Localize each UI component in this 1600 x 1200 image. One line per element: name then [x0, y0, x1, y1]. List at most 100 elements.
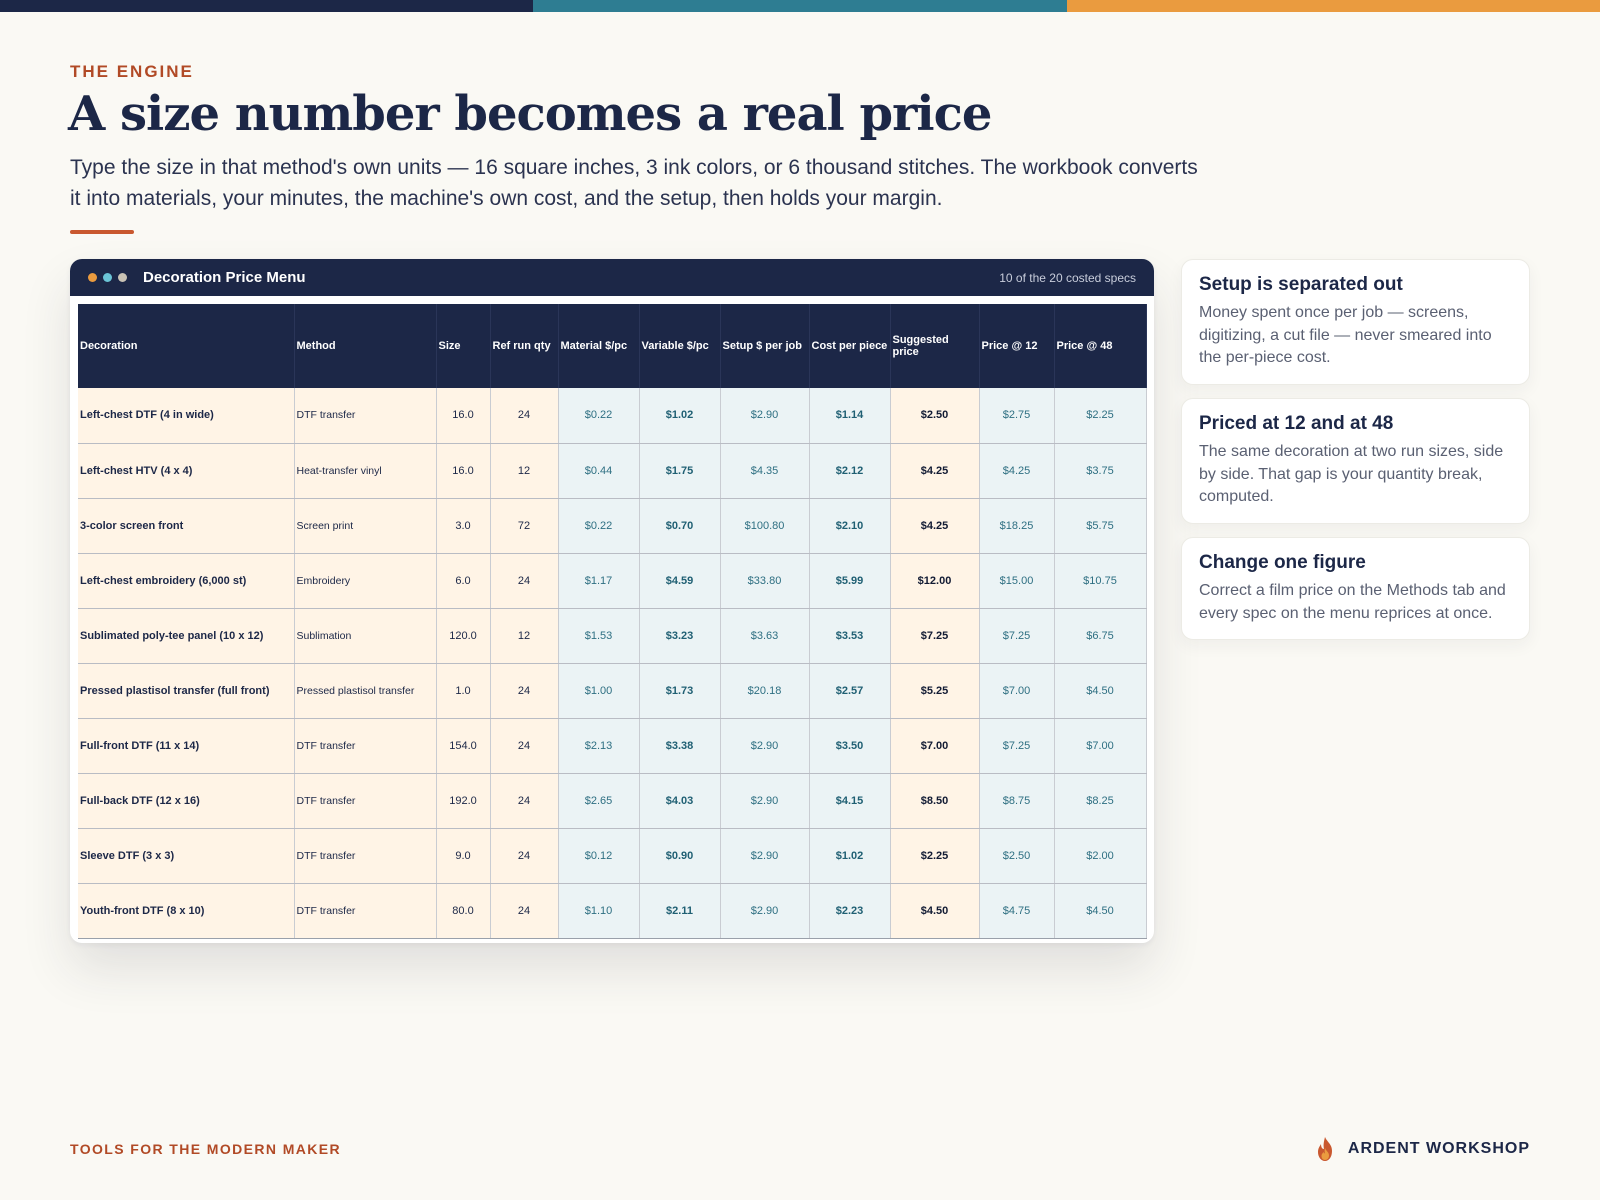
cell-setup-per-job: $4.35: [720, 443, 810, 499]
cell-ref-run-qty: 24: [490, 388, 559, 444]
table-row: Full-front DTF (11 x 14) DTF transfer 154.…: [78, 718, 1147, 774]
col-header-ref-run-qty: Ref run qty: [490, 304, 559, 388]
cell-ref-run-qty: 24: [490, 883, 559, 939]
cell-method: Pressed plastisol transfer: [294, 663, 437, 719]
cell-size: 16.0: [436, 388, 491, 444]
table-row: Youth-front DTF (8 x 10) DTF transfer 80.0…: [78, 883, 1147, 939]
cell-price-at-12: $7.00: [979, 663, 1055, 719]
eyebrow: THE ENGINE: [70, 62, 194, 81]
cell-decoration: Left-chest DTF (4 in wide): [78, 388, 295, 444]
cell-variable-per-pc: $1.73: [639, 663, 721, 719]
cell-suggested-price: $7.00: [890, 718, 980, 774]
cell-setup-per-job: $2.90: [720, 828, 810, 884]
cell-price-at-48: $2.25: [1054, 388, 1147, 444]
cell-suggested-price: $7.25: [890, 608, 980, 664]
cell-price-at-48: $8.25: [1054, 773, 1147, 829]
cell-decoration: Full-back DTF (12 x 16): [78, 773, 295, 829]
cell-size: 3.0: [436, 498, 491, 554]
footer-brand: ARDENT WORKSHOP: [1314, 1136, 1530, 1162]
cell-method: Sublimation: [294, 608, 437, 664]
cell-method: DTF transfer: [294, 718, 437, 774]
window-dot-gray: [118, 273, 127, 282]
table-row: Left-chest embroidery (6,000 st) Embroide…: [78, 553, 1147, 609]
cell-suggested-price: $8.50: [890, 773, 980, 829]
page-title: A size number becomes a real price: [68, 86, 992, 142]
cell-cost-per-piece: $1.02: [809, 828, 891, 884]
cell-cost-per-piece: $4.15: [809, 773, 891, 829]
cell-ref-run-qty: 12: [490, 443, 559, 499]
cell-price-at-12: $7.25: [979, 718, 1055, 774]
col-header-price-at-48: Price @ 48: [1054, 304, 1147, 388]
cell-decoration: Full-front DTF (11 x 14): [78, 718, 295, 774]
col-header-price-at-12: Price @ 12: [979, 304, 1055, 388]
cell-setup-per-job: $2.90: [720, 718, 810, 774]
cell-decoration: Youth-front DTF (8 x 10): [78, 883, 295, 939]
cell-variable-per-pc: $0.70: [639, 498, 721, 554]
table-row: Pressed plastisol transfer (full front) P…: [78, 663, 1147, 719]
cell-decoration: Sublimated poly-tee panel (10 x 12): [78, 608, 295, 664]
cell-decoration: 3-color screen front: [78, 498, 295, 554]
info-card-change: Change one figure Correct a film price o…: [1181, 537, 1530, 640]
cell-ref-run-qty: 72: [490, 498, 559, 554]
cell-size: 192.0: [436, 773, 491, 829]
cell-price-at-12: $8.75: [979, 773, 1055, 829]
card-title: Priced at 12 and at 48: [1199, 413, 1394, 434]
page-subtitle: Type the size in that method's own units…: [70, 156, 1198, 210]
cell-material-per-pc: $0.12: [558, 828, 640, 884]
cell-material-per-pc: $2.13: [558, 718, 640, 774]
cell-price-at-48: $3.75: [1054, 443, 1147, 499]
cell-variable-per-pc: $3.38: [639, 718, 721, 774]
window-titlebar: Decoration Price Menu 10 of the 20 coste…: [70, 259, 1154, 296]
cell-suggested-price: $4.25: [890, 498, 980, 554]
col-header-variable-per-pc: Variable $/pc: [639, 304, 721, 388]
price-table-wrapper: Decoration Method Size Ref run qty Material …: [78, 304, 1147, 939]
cell-material-per-pc: $1.53: [558, 608, 640, 664]
cell-decoration: Sleeve DTF (3 x 3): [78, 828, 295, 884]
cell-ref-run-qty: 12: [490, 608, 559, 664]
cell-size: 9.0: [436, 828, 491, 884]
col-header-suggested-price: Suggested price: [890, 304, 980, 388]
cell-method: Heat-transfer vinyl: [294, 443, 437, 499]
cell-price-at-12: $2.50: [979, 828, 1055, 884]
cell-material-per-pc: $0.22: [558, 498, 640, 554]
cell-cost-per-piece: $2.10: [809, 498, 891, 554]
card-title: Setup is separated out: [1199, 274, 1403, 295]
col-header-decoration: Decoration: [78, 304, 295, 388]
cell-cost-per-piece: $1.14: [809, 388, 891, 444]
cell-material-per-pc: $0.44: [558, 443, 640, 499]
cell-suggested-price: $4.25: [890, 443, 980, 499]
cell-ref-run-qty: 24: [490, 773, 559, 829]
cell-price-at-12: $4.25: [979, 443, 1055, 499]
cell-material-per-pc: $1.10: [558, 883, 640, 939]
top-bar-teal: [533, 0, 1067, 12]
cell-suggested-price: $4.50: [890, 883, 980, 939]
top-color-bar: [0, 0, 1600, 12]
cell-suggested-price: $12.00: [890, 553, 980, 609]
cell-price-at-48: $5.75: [1054, 498, 1147, 554]
window-dot-teal: [103, 273, 112, 282]
top-bar-navy: [0, 0, 534, 12]
cell-decoration: Left-chest embroidery (6,000 st): [78, 553, 295, 609]
cell-variable-per-pc: $3.23: [639, 608, 721, 664]
cell-material-per-pc: $2.65: [558, 773, 640, 829]
cell-price-at-48: $6.75: [1054, 608, 1147, 664]
table-row: 3-color screen front Screen print 3.0 72 $0.…: [78, 498, 1147, 554]
cell-setup-per-job: $2.90: [720, 388, 810, 444]
cell-suggested-price: $5.25: [890, 663, 980, 719]
info-card-priced: Priced at 12 and at 48 The same decorati…: [1181, 398, 1530, 524]
cell-setup-per-job: $33.80: [720, 553, 810, 609]
cell-method: Screen print: [294, 498, 437, 554]
cell-variable-per-pc: $0.90: [639, 828, 721, 884]
top-bar-orange: [1066, 0, 1600, 12]
col-header-material-per-pc: Material $/pc: [558, 304, 640, 388]
col-header-setup-per-job: Setup $ per job: [720, 304, 810, 388]
table-body: Left-chest DTF (4 in wide) DTF transfer 16…: [78, 388, 1147, 939]
table-row: Left-chest DTF (4 in wide) DTF transfer 16…: [78, 388, 1147, 444]
footer-tagline: TOOLS FOR THE MODERN MAKER: [70, 1141, 342, 1157]
price-table: Decoration Method Size Ref run qty Material …: [78, 304, 1147, 939]
cell-price-at-12: $15.00: [979, 553, 1055, 609]
cell-price-at-48: $4.50: [1054, 883, 1147, 939]
cell-ref-run-qty: 24: [490, 828, 559, 884]
col-header-size: Size: [436, 304, 491, 388]
cell-cost-per-piece: $2.23: [809, 883, 891, 939]
